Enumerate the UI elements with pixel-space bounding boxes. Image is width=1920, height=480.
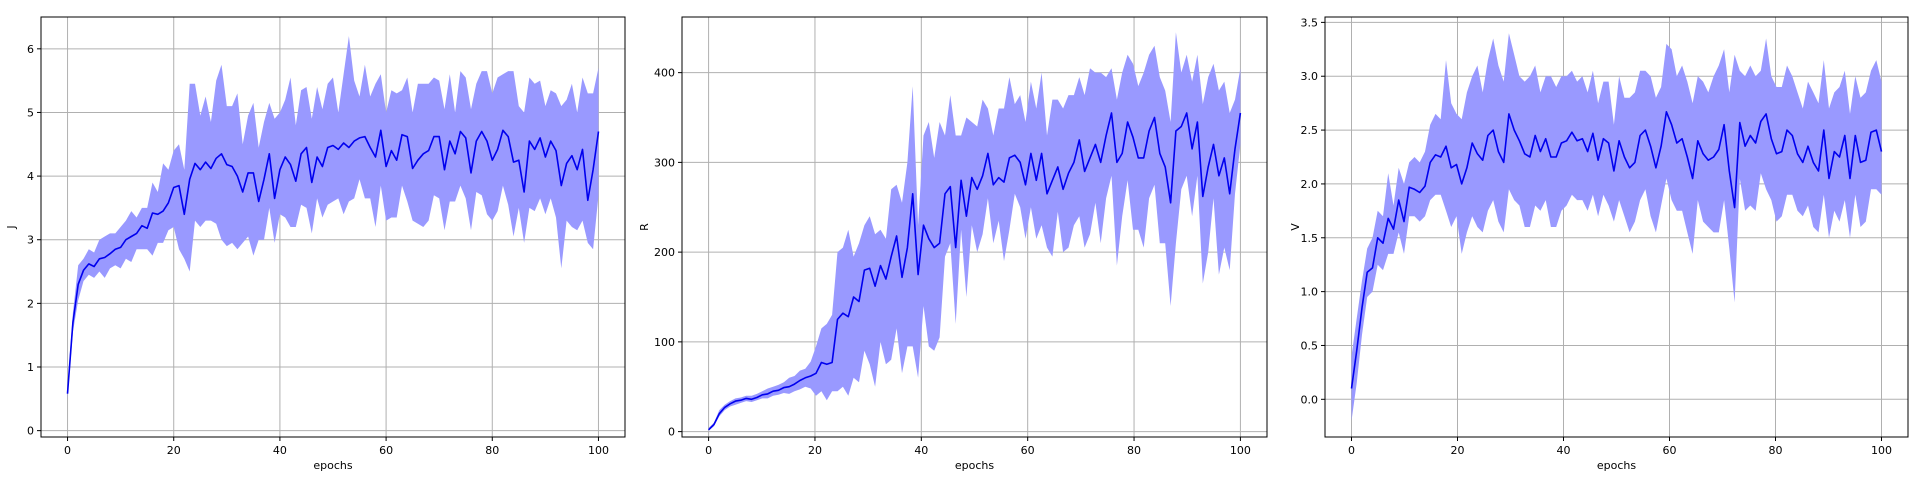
y-tick-label: 1.0	[1301, 286, 1319, 299]
y-tick-label: 100	[654, 336, 675, 349]
y-tick-label: 3.0	[1301, 70, 1319, 83]
y-tick-label: 2.5	[1301, 124, 1319, 137]
mean-line	[66, 129, 600, 394]
plot-frame	[40, 16, 626, 438]
y-tick-label: 5	[27, 106, 34, 119]
x-tick-label: 100	[588, 444, 609, 457]
chart-panel-v: 0 20 40 60 80 100 0.0 0.5 1.0 1.5 2.0 2.5 3.0 3.5 epoc…	[1289, 16, 1909, 472]
x-tick-label: 40	[1557, 444, 1571, 457]
x-tick-label: 100	[1230, 444, 1251, 457]
y-tick-label: 3.5	[1301, 16, 1319, 29]
plot-frame	[681, 16, 1268, 438]
y-tick-label: 0	[27, 425, 34, 438]
y-tick-label: 1	[27, 361, 34, 374]
x-tick-label: 0	[64, 444, 71, 457]
x-tick-label: 40	[914, 444, 928, 457]
y-tick-label: 6	[27, 43, 34, 56]
y-tick-label: 2	[27, 297, 34, 310]
confidence-band	[1351, 33, 1882, 421]
x-tick-label: 60	[379, 444, 393, 457]
y-tick-label: 200	[654, 246, 675, 259]
y-axis-label: R	[638, 223, 651, 231]
confidence-band	[67, 36, 599, 399]
x-axis-label: epochs	[1597, 459, 1636, 472]
chart-panel-r: 0 20 40 60 80 100 0 100 200 300 400 epochs R	[638, 16, 1268, 472]
y-tick-label: 0	[668, 426, 675, 439]
y-axis-label: V	[1289, 223, 1302, 231]
x-tick-label: 20	[808, 444, 822, 457]
y-tick-label: 0.5	[1301, 339, 1319, 352]
chart-panel-j: 0 20 40 60 80 100 0 1 2 3 4 5 6 epochs J	[5, 16, 626, 472]
mean-line	[708, 112, 1242, 431]
x-tick-label: 60	[1021, 444, 1035, 457]
confidence-band	[708, 32, 1241, 431]
x-axis-label: epochs	[955, 459, 994, 472]
mean-line	[1350, 111, 1883, 389]
x-tick-label: 20	[167, 444, 181, 457]
x-tick-label: 60	[1663, 444, 1677, 457]
y-tick-label: 4	[27, 170, 34, 183]
y-tick-label: 300	[654, 156, 675, 169]
y-axis-label: J	[5, 225, 18, 229]
y-tick-label: 2.0	[1301, 178, 1319, 191]
y-tick-label: 0.0	[1301, 393, 1319, 406]
x-tick-label: 20	[1451, 444, 1465, 457]
x-tick-label: 40	[273, 444, 287, 457]
plot-frame	[1324, 16, 1909, 438]
y-tick-label: 3	[27, 234, 34, 247]
x-tick-label: 80	[1769, 444, 1783, 457]
x-tick-label: 100	[1871, 444, 1892, 457]
x-tick-label: 80	[485, 444, 499, 457]
y-tick-label: 1.5	[1301, 232, 1319, 245]
y-tick-label: 400	[654, 67, 675, 80]
x-tick-label: 0	[705, 444, 712, 457]
x-tick-label: 0	[1348, 444, 1355, 457]
x-tick-label: 80	[1127, 444, 1141, 457]
x-axis-label: epochs	[313, 459, 352, 472]
